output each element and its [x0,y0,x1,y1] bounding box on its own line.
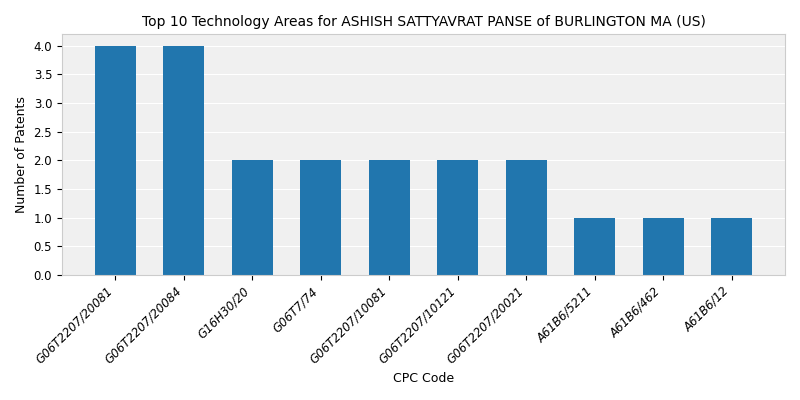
Bar [506,160,546,275]
Y-axis label: Number of Patents: Number of Patents [15,96,28,213]
Bar [574,218,615,275]
Bar [232,160,273,275]
Bar [642,218,684,275]
X-axis label: CPC Code: CPC Code [393,372,454,385]
Bar [94,46,136,275]
Bar [369,160,410,275]
Title: Top 10 Technology Areas for ASHISH SATTYAVRAT PANSE of BURLINGTON MA (US): Top 10 Technology Areas for ASHISH SATTY… [142,15,706,29]
Bar [163,46,204,275]
Bar [300,160,342,275]
Bar [437,160,478,275]
Bar [711,218,752,275]
